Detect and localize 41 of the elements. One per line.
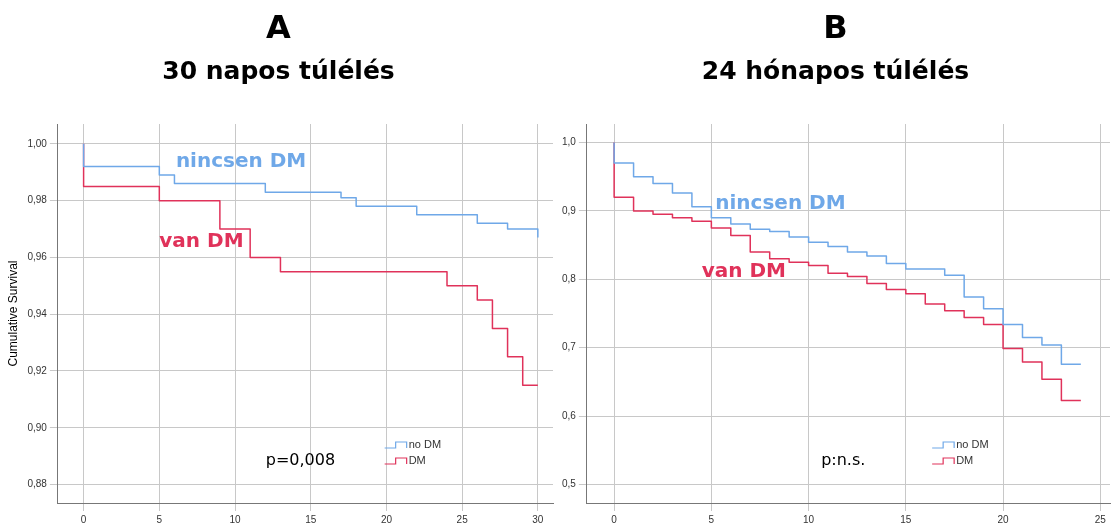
- annotation: van DM: [701, 258, 786, 283]
- legend-label: no DM: [956, 438, 989, 451]
- legend-label: no DM: [408, 438, 442, 451]
- x-tick-label: 15: [900, 513, 912, 525]
- legend-label: DM: [956, 454, 974, 467]
- y-tick-label: 0,7: [562, 341, 577, 353]
- chart-subtitle: 24 hónapos túlélés: [700, 56, 971, 85]
- chart-title: B: [822, 8, 849, 46]
- chart-title: A: [265, 8, 292, 46]
- annotation: nincsen DM: [175, 148, 307, 173]
- y-tick-label: 1,00: [27, 137, 48, 149]
- y-axis-title: Cumulative Survival: [5, 260, 20, 367]
- x-tick-label: 5: [156, 513, 163, 525]
- y-tick-label: 0,90: [27, 421, 48, 433]
- x-tick-label: 15: [305, 513, 317, 525]
- legend-label: DM: [408, 454, 426, 467]
- x-tick-label: 0: [611, 513, 618, 525]
- x-tick-label: 20: [997, 513, 1010, 525]
- y-tick-label: 0,94: [27, 307, 48, 319]
- y-tick-label: 0,88: [27, 478, 48, 490]
- annotation: p=0,008: [265, 450, 336, 470]
- y-tick-label: 0,92: [27, 364, 48, 376]
- x-tick-label: 25: [1094, 513, 1107, 525]
- x-tick-label: 10: [229, 513, 242, 525]
- y-tick-label: 0,6: [562, 409, 577, 421]
- annotation: van DM: [159, 227, 244, 252]
- y-tick-label: 0,96: [27, 251, 48, 263]
- y-tick-label: 0,9: [562, 204, 577, 216]
- x-tick-label: 5: [708, 513, 715, 525]
- y-tick-label: 1,0: [562, 136, 577, 148]
- y-tick-label: 0,8: [562, 273, 577, 285]
- x-tick-label: 25: [456, 513, 469, 525]
- y-tick-label: 0,5: [562, 478, 577, 490]
- x-tick-label: 10: [803, 513, 815, 525]
- x-tick-label: 20: [380, 513, 393, 525]
- annotation: p:n.s.: [821, 450, 866, 470]
- x-tick-label: 0: [80, 513, 87, 525]
- x-tick-label: 30: [532, 513, 544, 525]
- y-tick-label: 0,98: [27, 194, 48, 206]
- annotation: nincsen DM: [715, 189, 846, 214]
- chart-subtitle: 30 napos túlélés: [161, 56, 396, 85]
